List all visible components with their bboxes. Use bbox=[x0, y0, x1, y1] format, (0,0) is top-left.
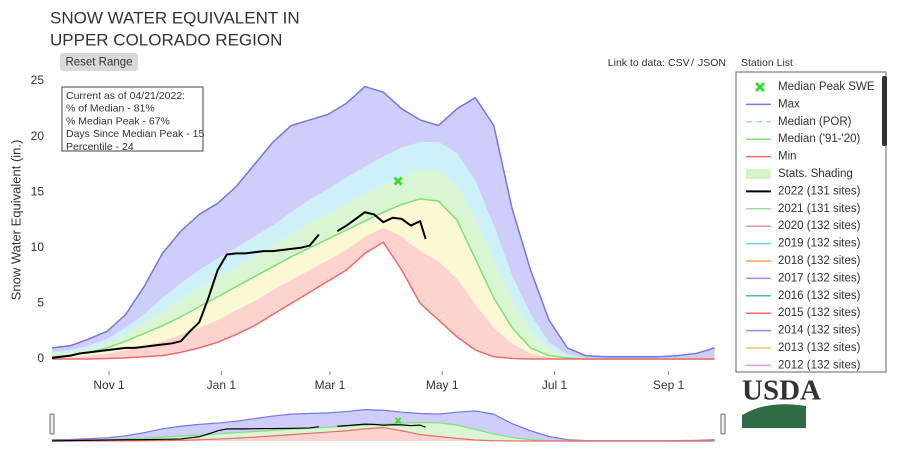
range-handle[interactable] bbox=[720, 413, 726, 435]
x-tick-label: Sep 1 bbox=[653, 378, 685, 392]
area-fill bbox=[52, 86, 715, 359]
y-tick-label: 25 bbox=[31, 73, 45, 87]
json-link[interactable]: JSON bbox=[698, 57, 726, 69]
annotation-line: Current as of 04/21/2022: bbox=[66, 90, 185, 102]
legend-label[interactable]: Median Peak SWE bbox=[778, 81, 875, 93]
line bbox=[52, 426, 715, 442]
line bbox=[52, 85, 715, 358]
reset-button[interactable] bbox=[60, 53, 138, 71]
legend-label[interactable]: Median (POR) bbox=[778, 116, 852, 128]
legend: Median Peak SWE Max Median (POR) Median ('9… bbox=[746, 81, 875, 371]
legend-label[interactable]: Min bbox=[778, 151, 797, 163]
y-tick-label: 0 bbox=[37, 351, 44, 365]
x-tick-label: Jul 1 bbox=[542, 378, 568, 392]
area-fill bbox=[52, 427, 715, 441]
x-tick-label: Nov 1 bbox=[93, 378, 125, 392]
legend-label[interactable]: 2014 (132 sites) bbox=[778, 325, 861, 337]
area-fill bbox=[52, 198, 715, 359]
peak-marker bbox=[393, 176, 403, 186]
y-tick-label: 15 bbox=[31, 184, 45, 198]
legend-label[interactable]: 2022 (131 sites) bbox=[778, 185, 861, 197]
range-slider-chart bbox=[51, 409, 715, 442]
annotation-line: % of Median - 81% bbox=[66, 103, 155, 115]
y-tick-label: 20 bbox=[31, 129, 45, 143]
title-line: SNOW WATER EQUIVALENT IN bbox=[50, 8, 300, 27]
area-fill bbox=[52, 169, 715, 359]
annotation-box bbox=[61, 86, 204, 152]
legend-label[interactable]: 2015 (132 sites) bbox=[778, 307, 861, 319]
legend-label[interactable]: 2018 (132 sites) bbox=[778, 255, 861, 267]
line bbox=[51, 426, 319, 442]
logo: USDA bbox=[742, 375, 821, 407]
reset-label[interactable]: Reset Range bbox=[65, 57, 132, 69]
area-fill bbox=[52, 142, 715, 359]
legend-scrollbar[interactable] bbox=[882, 76, 887, 146]
x-tick-label: May 1 bbox=[426, 378, 459, 392]
x-tick-label: Mar 1 bbox=[315, 378, 346, 392]
logo-curve bbox=[741, 401, 807, 415]
csv-link[interactable]: CSV bbox=[668, 57, 690, 69]
x-tick-label: Jan 1 bbox=[207, 378, 237, 392]
range-handle[interactable] bbox=[49, 413, 55, 435]
legend-label[interactable]: 2020 (132 sites) bbox=[778, 220, 861, 232]
logo-hills bbox=[742, 404, 806, 428]
peak-marker bbox=[394, 417, 402, 424]
annotation-line: Percentile - 24 bbox=[66, 141, 134, 153]
legend-symbol bbox=[754, 81, 766, 93]
line bbox=[52, 241, 715, 360]
line bbox=[52, 233, 320, 359]
legend-label[interactable]: Median ('91-'20) bbox=[778, 133, 861, 145]
legend-label[interactable]: 2012 (132 sites) bbox=[778, 359, 861, 371]
legend-symbol bbox=[746, 169, 771, 179]
y-tick-label: 10 bbox=[31, 240, 45, 254]
legend-label[interactable]: Max bbox=[778, 98, 800, 110]
legend-label[interactable]: 2016 (132 sites) bbox=[778, 290, 861, 302]
area-fill bbox=[52, 227, 715, 359]
line bbox=[336, 211, 427, 240]
annotation: Current as of 04/21/2022:% of Median - 8… bbox=[66, 90, 204, 153]
title-line: UPPER COLORADO REGION bbox=[50, 30, 282, 49]
link-label: Link to data: bbox=[608, 57, 665, 69]
legend-label[interactable]: 2013 (132 sites) bbox=[778, 342, 861, 354]
plot-area bbox=[52, 85, 715, 360]
y-tick-label: 5 bbox=[37, 296, 44, 310]
legend-label[interactable]: 2021 (131 sites) bbox=[778, 203, 861, 215]
separator: / bbox=[691, 57, 694, 69]
annotation-line: % Median Peak - 67% bbox=[66, 115, 170, 127]
legend-label[interactable]: 2019 (132 sites) bbox=[778, 238, 861, 250]
annotation-line: Days Since Median Peak - 15 bbox=[66, 128, 204, 140]
station-list-link[interactable]: Station List bbox=[741, 57, 793, 69]
legend-label[interactable]: 2017 (132 sites) bbox=[778, 272, 861, 284]
legend-label[interactable]: Stats. Shading bbox=[778, 168, 853, 180]
y-axis-title: Snow Water Equivalent (in.) bbox=[8, 140, 23, 301]
axes: 0 5 10 15 20 25 Nov 1 Jan 1 Mar 1 May 1 Jul 1 Sep 1 bbox=[31, 73, 685, 392]
line bbox=[337, 423, 426, 428]
